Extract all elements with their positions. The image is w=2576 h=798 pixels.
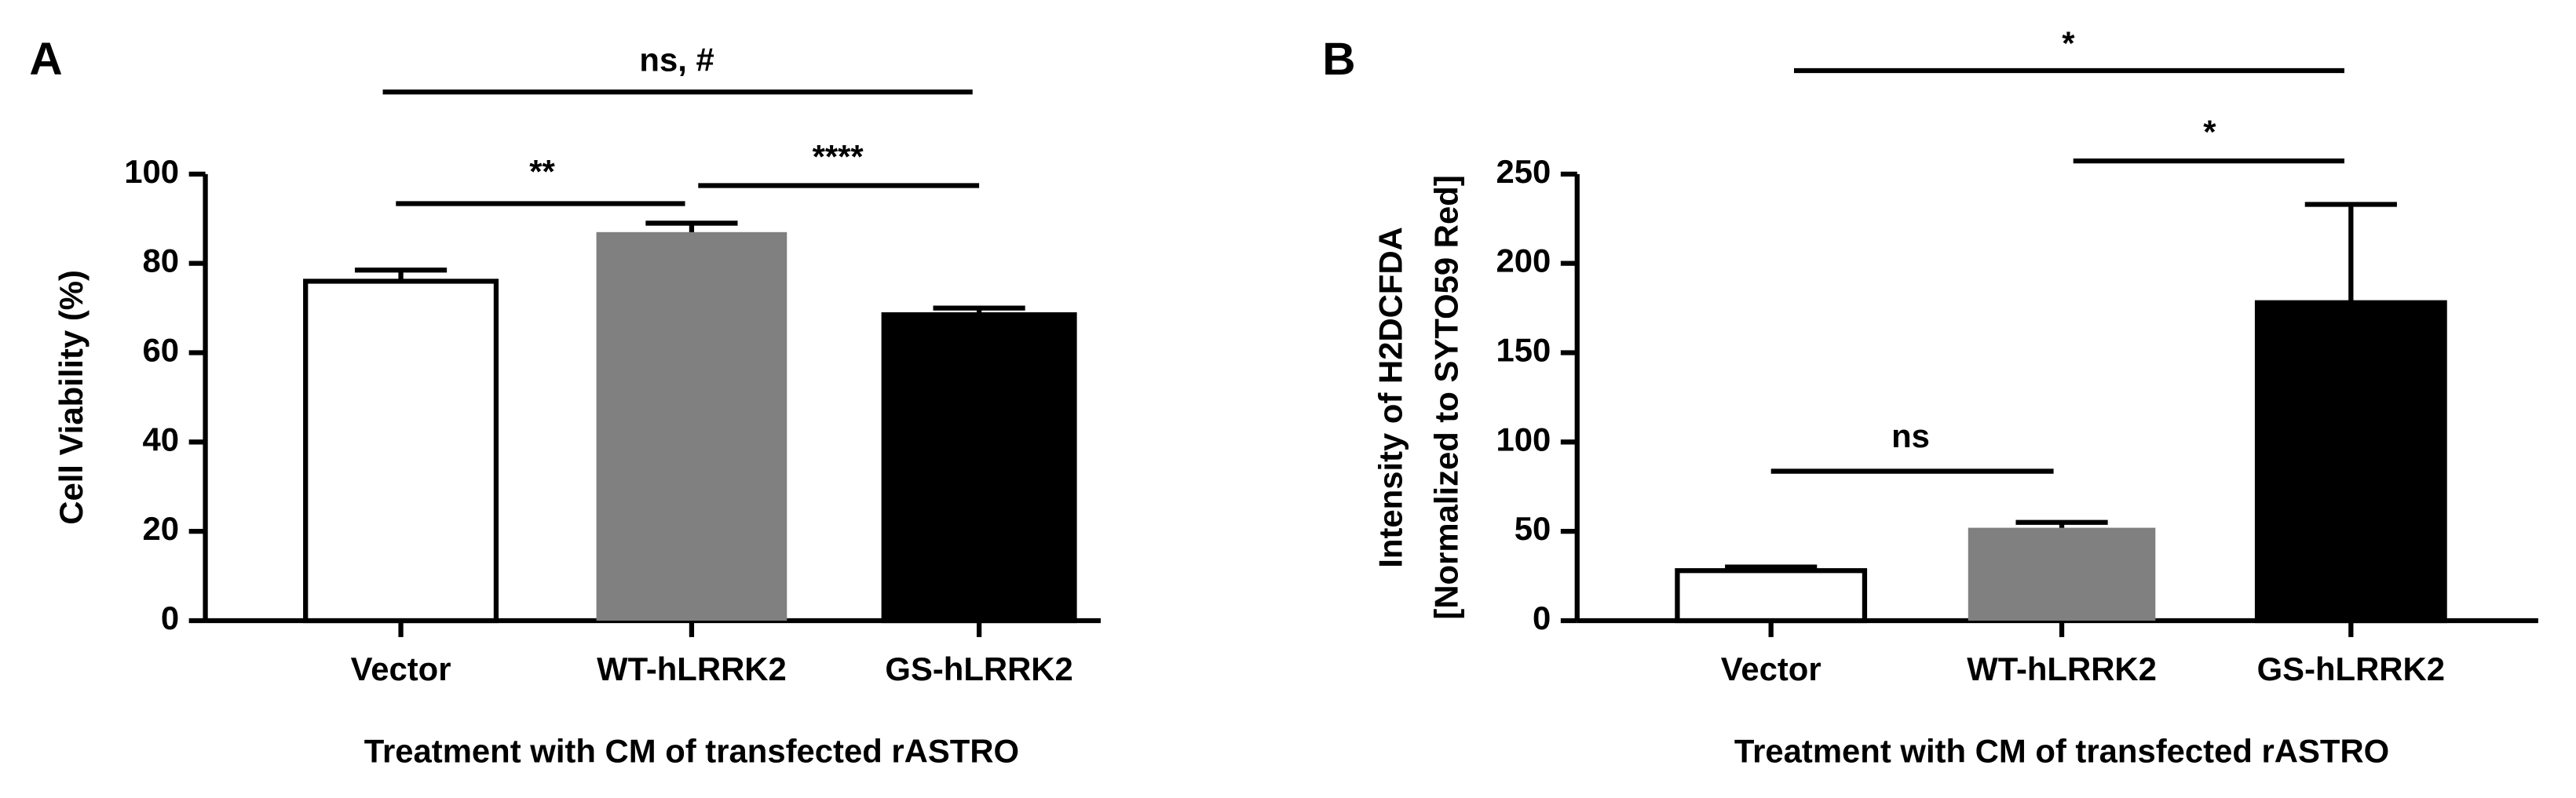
x-tick-label: Vector (351, 650, 451, 687)
panel-label: B (1322, 34, 1355, 85)
significance-label: **** (813, 138, 864, 175)
significance-label: ns, # (639, 42, 714, 78)
y-tick-label: 80 (143, 242, 180, 279)
y-tick-label: 0 (1533, 599, 1551, 636)
y-tick-label: 60 (143, 332, 180, 369)
y-tick-label: 250 (1496, 153, 1551, 190)
y-tick-label: 40 (143, 421, 180, 457)
bar (881, 312, 1077, 624)
bar (303, 279, 499, 624)
y-tick-label: 50 (1515, 510, 1551, 547)
bar (596, 231, 787, 621)
significance-label: * (2203, 114, 2216, 151)
x-axis-label: Treatment with CM of transfected rASTRO (1734, 733, 2389, 770)
bar (1968, 527, 2156, 621)
y-tick-label: 0 (161, 599, 179, 636)
y-tick-label: 200 (1496, 242, 1551, 279)
y-axis-label: Intensity of H2DCFDA (1372, 227, 1409, 568)
y-tick-label: 100 (1496, 421, 1551, 457)
x-axis-label: Treatment with CM of transfected rASTRO (364, 733, 1019, 770)
y-tick-label: 100 (124, 153, 179, 190)
x-tick-label: WT-hLRRK2 (1967, 650, 2157, 687)
y-tick-label: 20 (143, 510, 180, 547)
y-axis-label: Cell Viability (%) (53, 270, 90, 525)
significance-label: * (2062, 25, 2075, 62)
y-tick-label: 150 (1496, 332, 1551, 369)
x-tick-label: GS-hLRRK2 (2257, 650, 2445, 687)
panel-label: A (29, 34, 62, 85)
significance-label: ns (1891, 417, 1930, 454)
y-axis-label: [Normalized to SYTO59 Red] (1428, 175, 1465, 619)
bar (2254, 300, 2447, 624)
significance-label: ** (529, 153, 555, 190)
x-tick-label: GS-hLRRK2 (885, 650, 1072, 687)
x-tick-label: Vector (1721, 650, 1821, 687)
bar (1675, 568, 1868, 624)
x-tick-label: WT-hLRRK2 (597, 650, 787, 687)
